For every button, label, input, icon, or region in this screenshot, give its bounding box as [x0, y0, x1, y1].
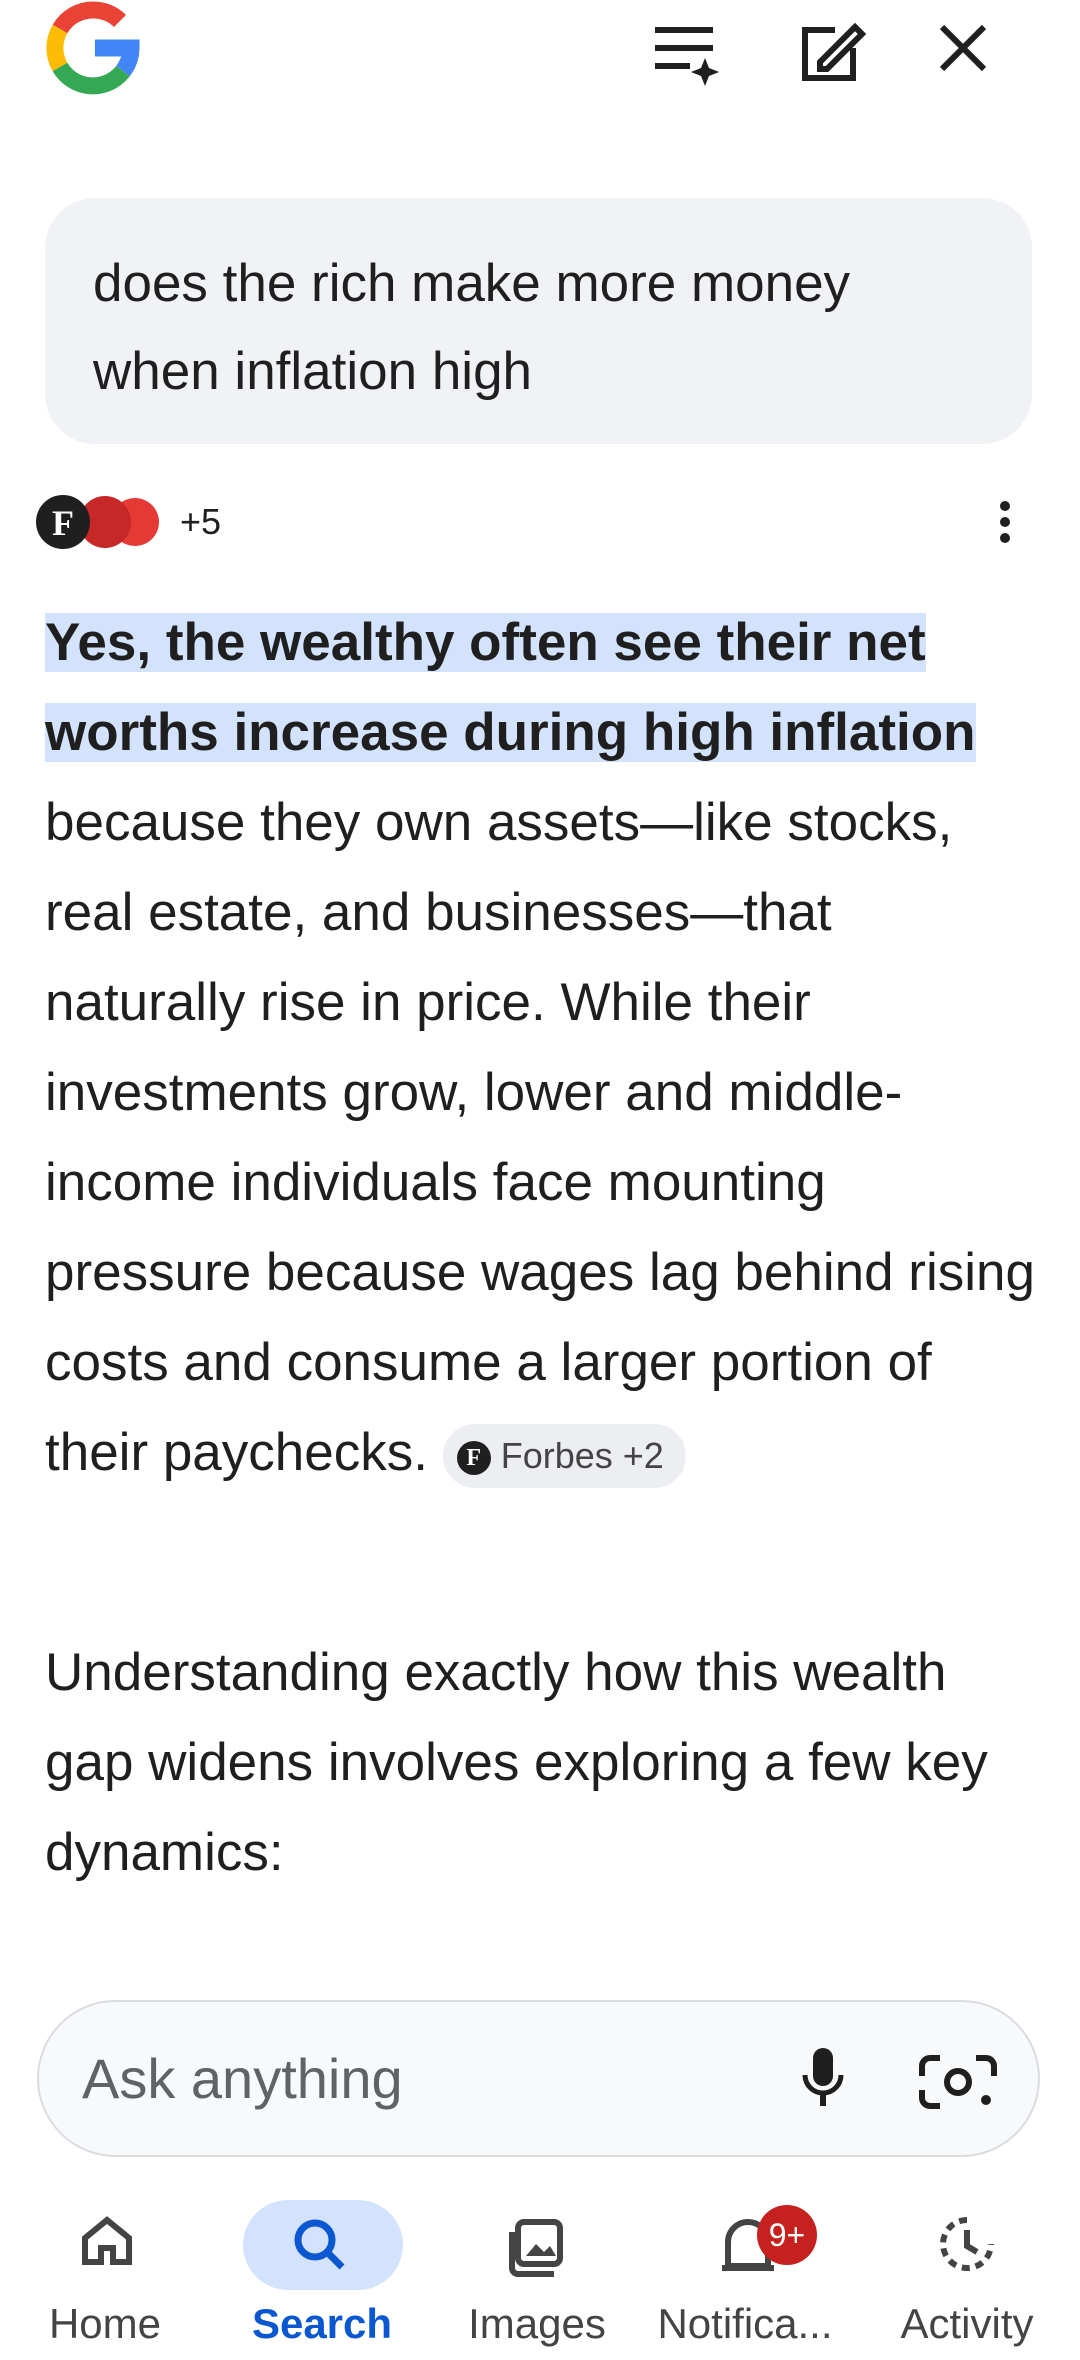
- more-menu[interactable]: [1000, 501, 1010, 543]
- badge-text: 9+: [769, 2217, 805, 2253]
- top-bar: [46, 1, 987, 95]
- activity-icon[interactable]: [940, 2217, 994, 2271]
- answer-highlight: Yes, the wealthy often see their net wor…: [45, 613, 976, 762]
- badge: [757, 2205, 817, 2265]
- source-icon: [79, 496, 131, 548]
- query-bubble: does the rich make more money when infla…: [45, 198, 1032, 444]
- active-pill: [243, 2200, 403, 2290]
- filter-icon[interactable]: [655, 27, 719, 86]
- nav-label[interactable]: Activity: [900, 2300, 1034, 2347]
- nav-label[interactable]: Images: [468, 2300, 606, 2347]
- home-icon[interactable]: [82, 2216, 132, 2265]
- google-logo: [46, 1, 140, 95]
- nav-label[interactable]: Home: [48, 2300, 162, 2347]
- sources-more[interactable]: +5: [180, 501, 221, 542]
- citation-chip[interactable]: F Forbes +2: [442, 1424, 686, 1488]
- query-text: does the rich make more money when infla…: [93, 254, 851, 401]
- source-logo: F: [52, 503, 74, 543]
- mic-icon[interactable]: [802, 2048, 844, 2106]
- citation-text: Forbes +2: [500, 1435, 664, 1476]
- sources-row: F +5: [36, 495, 1010, 549]
- answer-body: because they own assets—like stocks, rea…: [45, 793, 1035, 1482]
- input-actions: [802, 2048, 997, 2109]
- edit-icon[interactable]: [802, 22, 867, 81]
- source-icon: [36, 495, 90, 549]
- nav-label[interactable]: Search: [251, 2300, 393, 2347]
- ask-placeholder: Ask anything: [82, 2047, 403, 2110]
- images-icon[interactable]: [509, 2219, 563, 2277]
- citation-logo: F: [456, 1441, 491, 1476]
- nav-label[interactable]: Notifica...: [657, 2300, 833, 2347]
- close-icon[interactable]: [939, 24, 987, 72]
- search-icon[interactable]: [294, 2219, 345, 2270]
- answer: Yes, the wealthy often see their net wor…: [45, 598, 1040, 1498]
- nav-icons: 9+: [82, 2200, 994, 2290]
- ask-input[interactable]: [37, 2000, 1040, 2157]
- lens-icon[interactable]: [919, 2055, 997, 2109]
- followup-text: Understanding exactly how this wealth ga…: [45, 1643, 988, 1882]
